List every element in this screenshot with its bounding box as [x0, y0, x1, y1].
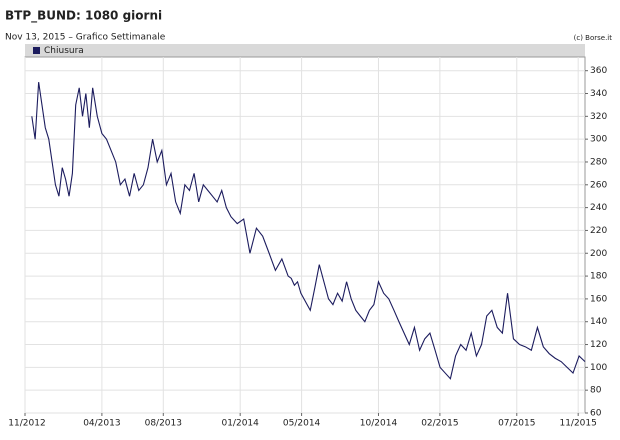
y-tick-label: 120 [590, 340, 607, 350]
legend-label: Chiusura [44, 46, 84, 56]
y-tick-label: 60 [590, 409, 602, 419]
x-tick-label: 07/2015 [498, 419, 535, 429]
y-tick-label: 360 [590, 66, 607, 76]
x-tick-label: 08/2013 [145, 419, 182, 429]
y-tick-label: 260 [590, 180, 607, 190]
y-tick-label: 180 [590, 272, 607, 282]
y-tick-label: 300 [590, 135, 607, 145]
y-tick-label: 160 [590, 294, 607, 304]
y-tick-label: 100 [590, 363, 607, 373]
y-tick-label: 220 [590, 226, 607, 236]
x-tick-label: 01/2014 [221, 419, 259, 429]
legend-bar [25, 44, 585, 57]
x-tick-label: 02/2015 [421, 419, 458, 429]
legend-swatch [33, 47, 40, 54]
y-tick-label: 340 [590, 89, 607, 99]
x-tick-label: 10/2014 [360, 419, 398, 429]
subtitle: Nov 13, 2015 – Grafico Settimanale [5, 33, 166, 43]
x-tick-label: 05/2014 [283, 419, 321, 429]
y-tick-label: 140 [590, 317, 607, 327]
x-tick-label: 11/2012 [8, 419, 45, 429]
y-tick-label: 200 [590, 249, 607, 259]
y-tick-label: 80 [590, 386, 602, 396]
line-series [31, 82, 586, 380]
chart-title: BTP_BUND: 1080 giorni [5, 9, 162, 24]
x-tick-label: 11/2015 [559, 419, 596, 429]
source: (c) Borse.it [574, 34, 613, 42]
x-tick-label: 04/2013 [83, 419, 120, 429]
y-tick-label: 320 [590, 112, 607, 122]
plot-area [24, 56, 586, 414]
y-tick-label: 280 [590, 157, 607, 167]
y-tick-label: 240 [590, 203, 607, 213]
